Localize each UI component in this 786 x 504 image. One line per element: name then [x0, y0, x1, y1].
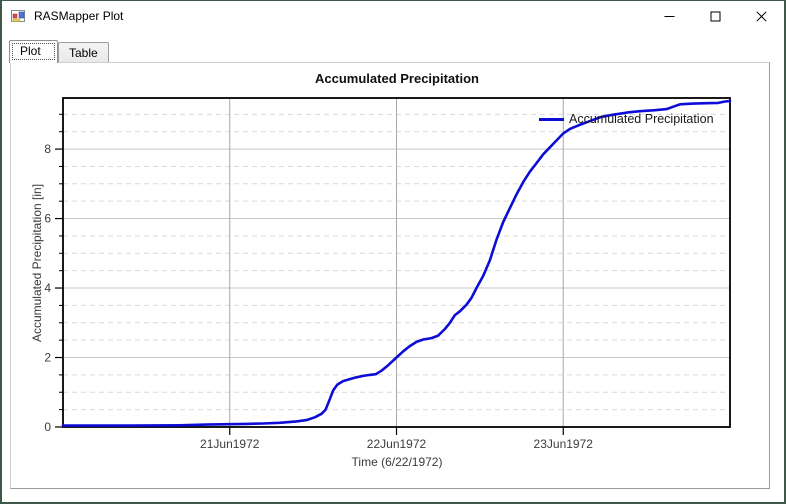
y-tick-label: 2 — [44, 351, 51, 365]
y-tick-label: 6 — [44, 212, 51, 226]
y-tick-label: 4 — [44, 281, 51, 295]
chart-title: Accumulated Precipitation — [315, 71, 479, 86]
tab-plot-label: Plot — [20, 44, 41, 58]
x-tick-label: 21Jun1972 — [200, 437, 260, 451]
maximize-icon — [710, 11, 720, 21]
plot-tab-page: Accumulated Precipitation Accumulated Pr… — [10, 62, 770, 489]
x-tick-label: 22Jun1972 — [367, 437, 427, 451]
window-controls — [646, 1, 784, 31]
y-tick-label: 8 — [44, 142, 51, 156]
plot-frame — [62, 97, 731, 428]
title-bar[interactable]: RASMapper Plot — [2, 1, 784, 31]
app-icon[interactable] — [10, 8, 26, 24]
minimize-icon — [664, 15, 674, 17]
plot-area[interactable]: 0 2 4 6 8 21Jun1972 22Jun1972 23Jun1972 — [11, 63, 769, 488]
close-icon — [755, 10, 767, 22]
x-tick-label: 23Jun1972 — [534, 437, 594, 451]
minimize-button[interactable] — [646, 1, 692, 31]
legend-line-sample — [539, 117, 564, 121]
close-button[interactable] — [738, 1, 784, 31]
x-axis-title: Time (6/22/1972) — [351, 455, 443, 469]
tab-plot[interactable]: Plot — [9, 40, 58, 63]
tab-table[interactable]: Table — [58, 42, 109, 62]
legend: Accumulated Precipitation — [539, 112, 714, 126]
window-title: RASMapper Plot — [34, 9, 124, 23]
legend-label: Accumulated Precipitation — [569, 112, 714, 126]
y-tick-label: 0 — [44, 420, 51, 434]
tab-table-label: Table — [69, 46, 98, 60]
tab-strip: Plot Table — [8, 40, 778, 63]
maximize-button[interactable] — [692, 1, 738, 31]
curve-accumulated-precipitation — [61, 99, 732, 427]
